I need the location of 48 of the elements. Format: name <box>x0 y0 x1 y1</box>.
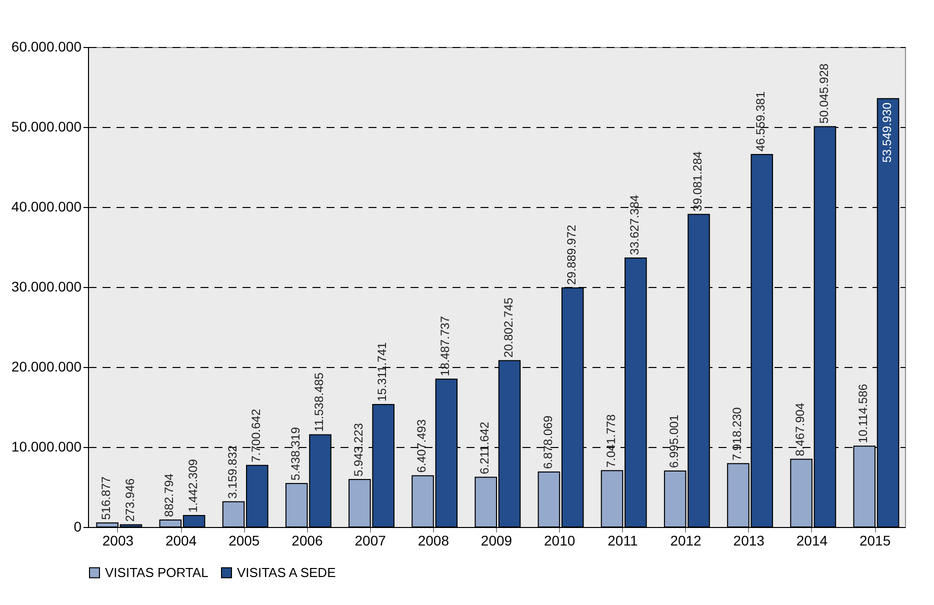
x-tick-label: 2007 <box>354 532 386 548</box>
y-tick-label: 0 <box>74 518 82 534</box>
x-tick-label: 2004 <box>165 532 197 548</box>
data-label: 8.467.904 <box>793 402 808 456</box>
y-tick-label: 50.000.000 <box>11 118 82 134</box>
data-label: 5.943.223 <box>351 422 366 476</box>
data-label: 6.211.642 <box>478 421 492 474</box>
data-label: 29.889.972 <box>564 224 578 285</box>
y-tick-label: 30.000.000 <box>11 278 82 294</box>
y-tick-label: 10.000.000 <box>11 438 82 454</box>
data-label: 5.438.319 <box>288 426 302 480</box>
data-label: 7.700.642 <box>248 408 263 462</box>
y-tick-label: 40.000.000 <box>11 198 82 214</box>
data-label: 6.407.493 <box>414 419 429 473</box>
data-label: 20.802.745 <box>501 297 516 358</box>
y-tick-label: 20.000.000 <box>11 358 82 374</box>
x-tick-label: 2013 <box>733 532 765 548</box>
data-label: 7.041.778 <box>604 414 618 468</box>
data-label: 273.946 <box>122 478 137 522</box>
data-label: 53.549.930 <box>880 102 894 163</box>
data-label: 39.081.284 <box>690 150 705 212</box>
x-tick-label: 2012 <box>670 532 702 548</box>
data-label: 15.311.741 <box>375 342 390 402</box>
data-label: 6.995.001 <box>666 414 681 468</box>
legend-label: VISITAS A SEDE <box>237 564 336 580</box>
x-tick-label: 2006 <box>292 532 324 548</box>
data-label: 1.442.309 <box>186 458 200 512</box>
data-label: 11.538.485 <box>312 372 326 432</box>
x-tick-label: 2009 <box>480 532 512 548</box>
data-label: 46.559.381 <box>754 91 768 152</box>
x-tick-label: 2003 <box>102 532 134 548</box>
data-label: 882.794 <box>162 473 176 517</box>
x-tick-label: 2005 <box>228 532 260 548</box>
data-label: 6.878.069 <box>540 415 555 469</box>
y-tick-label: 60.000.000 <box>11 38 82 54</box>
x-tick-label: 2010 <box>544 532 576 548</box>
data-label: 10.114.586 <box>856 384 870 444</box>
legend-label: VISITAS PORTAL <box>105 564 208 580</box>
x-tick-label: 2011 <box>608 532 638 548</box>
x-tick-label: 2015 <box>859 532 891 548</box>
data-label: 18.487.737 <box>438 316 452 376</box>
data-label: 3.159.832 <box>225 445 240 499</box>
data-label: 50.045.928 <box>816 63 831 124</box>
data-label: 7.918.230 <box>730 406 744 461</box>
x-tick-label: 2008 <box>418 532 450 548</box>
data-label: 516.877 <box>99 476 114 520</box>
data-label: 33.627.384 <box>628 194 642 255</box>
x-tick-label: 2014 <box>796 532 828 548</box>
